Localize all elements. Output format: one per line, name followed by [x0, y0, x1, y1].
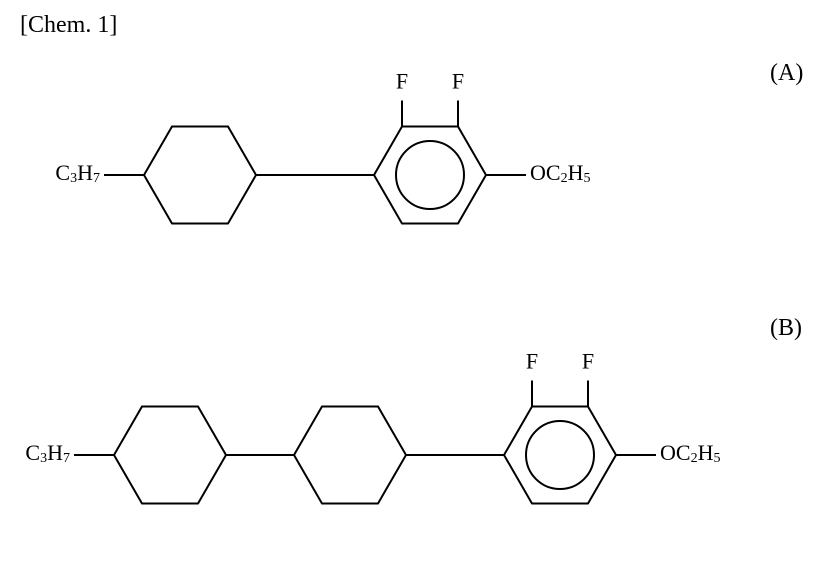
svg-text:F: F: [396, 69, 408, 94]
svg-text:F: F: [452, 69, 464, 94]
svg-text:F: F: [526, 349, 538, 374]
svg-text:C3H7: C3H7: [55, 160, 100, 186]
svg-text:OC2H5: OC2H5: [660, 440, 720, 466]
svg-text:OC2H5: OC2H5: [530, 160, 590, 186]
molecule-canvas: C3H7 OC2H5 F F C3H7 OC2H5 F F: [0, 0, 825, 563]
svg-text:F: F: [582, 349, 594, 374]
svg-text:C3H7: C3H7: [25, 440, 70, 466]
